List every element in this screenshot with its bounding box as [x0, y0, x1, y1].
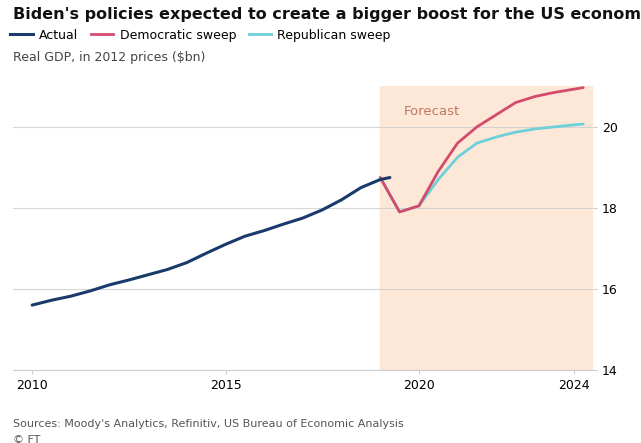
Text: Biden's policies expected to create a bigger boost for the US economy: Biden's policies expected to create a bi…	[13, 7, 641, 22]
Text: © FT: © FT	[13, 435, 40, 443]
Bar	[380, 86, 593, 370]
Text: Forecast: Forecast	[403, 105, 460, 117]
Text: Sources: Moody's Analytics, Refinitiv, US Bureau of Economic Analysis: Sources: Moody's Analytics, Refinitiv, U…	[13, 419, 404, 429]
Legend: Actual, Democratic sweep, Republican sweep: Actual, Democratic sweep, Republican swe…	[10, 29, 391, 42]
Text: Real GDP, in 2012 prices ($bn): Real GDP, in 2012 prices ($bn)	[13, 51, 205, 64]
